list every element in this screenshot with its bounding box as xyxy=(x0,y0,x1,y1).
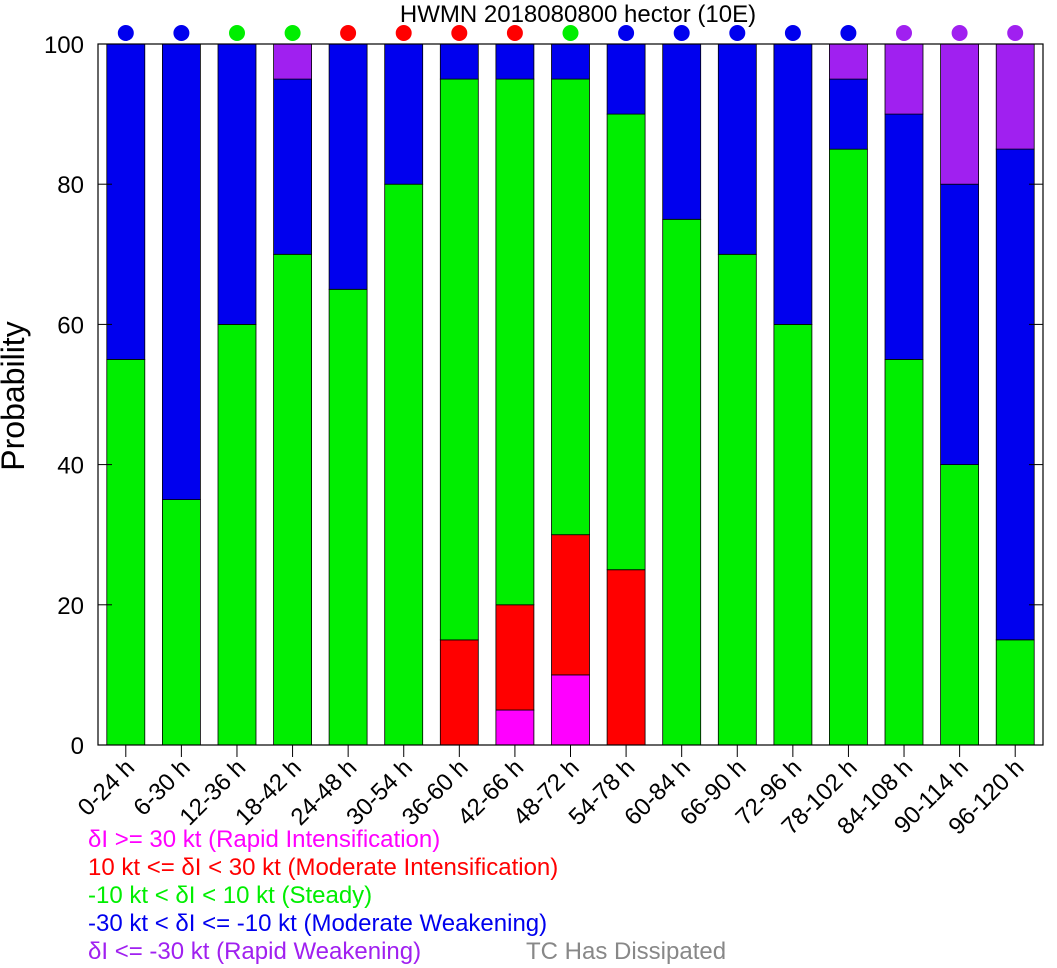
y-tick-label-40: 40 xyxy=(57,453,84,480)
bar-segment-st-2 xyxy=(217,323,257,746)
bar-segment-mw-12 xyxy=(773,43,813,325)
bar-segment-mw-16 xyxy=(995,148,1035,641)
category-dot-12 xyxy=(784,25,801,41)
category-dot-11 xyxy=(729,25,746,41)
bar-segment-mw-3 xyxy=(273,78,313,255)
bar-segment-st-14 xyxy=(884,358,924,746)
category-dot-15 xyxy=(951,25,968,41)
bar-segment-mw-14 xyxy=(884,113,924,360)
bar-segment-mw-11 xyxy=(717,43,757,255)
bar-segment-mw-4 xyxy=(328,43,368,290)
bar-segment-mw-6 xyxy=(439,43,479,80)
y-tick-label-0: 0 xyxy=(71,733,84,760)
x-tick-label-0: 0-24 h xyxy=(73,754,140,821)
bar-segment-mw-8 xyxy=(551,43,590,80)
legend-tc-dissipated: TC Has Dissipated xyxy=(526,938,727,965)
bar-segment-st-5 xyxy=(384,183,424,746)
bar-segment-st-3 xyxy=(273,253,313,746)
category-dot-5 xyxy=(395,25,412,41)
bar-segment-mi-8 xyxy=(551,534,590,676)
legend: δI >= 30 kt (Rapid Intensification) 10 k… xyxy=(88,826,558,966)
category-dot-2 xyxy=(229,25,245,41)
category-dot-1 xyxy=(173,25,190,41)
y-tick-label-60: 60 xyxy=(57,312,84,339)
axes-group xyxy=(97,43,1044,757)
bar-segment-st-16 xyxy=(995,639,1035,746)
bar-segment-st-0 xyxy=(106,358,146,746)
bar-segment-st-11 xyxy=(717,253,757,746)
category-dot-16 xyxy=(1007,25,1024,41)
bar-segment-mw-13 xyxy=(829,78,868,150)
bar-segment-ri-7 xyxy=(495,709,535,746)
category-dot-0 xyxy=(117,25,134,41)
bar-segment-mi-6 xyxy=(439,639,479,746)
bar-segment-mi-9 xyxy=(606,569,646,746)
y-tick-label-100: 100 xyxy=(44,32,84,59)
y-tick-labels: 0 20 40 60 80 100 xyxy=(44,32,84,760)
category-dot-8 xyxy=(562,25,579,41)
bar-segment-mw-15 xyxy=(940,183,979,465)
bar-segment-st-8 xyxy=(551,78,590,536)
bar-segment-st-6 xyxy=(439,78,479,641)
bar-segment-st-4 xyxy=(328,288,368,746)
bar-segment-rw-15 xyxy=(940,43,979,185)
bar-segment-st-12 xyxy=(773,323,813,746)
legend-rapid-weakening: δI <= -30 kt (Rapid Weakening) xyxy=(88,938,422,965)
category-dot-14 xyxy=(896,25,912,41)
bar-segment-mw-5 xyxy=(384,43,424,185)
bar-segment-rw-13 xyxy=(829,43,868,80)
bar-segment-mw-0 xyxy=(106,43,146,360)
bar-segment-st-7 xyxy=(495,78,535,606)
category-dot-13 xyxy=(840,25,857,41)
bar-segment-mw-1 xyxy=(161,43,201,501)
bar-segment-mw-9 xyxy=(606,43,646,115)
bar-segment-mw-10 xyxy=(662,43,702,220)
y-axis-label: Probability xyxy=(0,321,31,470)
y-tick-label-80: 80 xyxy=(57,172,84,199)
legend-moderate-weakening: -30 kt < δI <= -10 kt (Moderate Weakenin… xyxy=(88,910,548,937)
category-dot-4 xyxy=(340,25,357,41)
bar-segment-st-10 xyxy=(662,218,702,746)
bar-segment-mi-7 xyxy=(495,604,535,711)
category-dot-10 xyxy=(673,25,690,41)
bar-segment-st-9 xyxy=(606,113,646,571)
y-tick-label-20: 20 xyxy=(57,593,84,620)
bar-segment-st-13 xyxy=(829,148,868,746)
category-dots xyxy=(117,25,1024,41)
bar-segment-rw-16 xyxy=(995,43,1035,150)
legend-steady: -10 kt < δI < 10 kt (Steady) xyxy=(88,882,373,909)
category-dot-7 xyxy=(506,25,523,41)
bar-segment-ri-8 xyxy=(551,674,590,746)
bars-group xyxy=(106,43,1035,746)
category-dot-6 xyxy=(451,25,468,41)
category-dot-3 xyxy=(284,25,301,41)
plot-frame xyxy=(97,43,1044,746)
bar-segment-rw-14 xyxy=(884,43,924,115)
legend-rapid-intensification: δI >= 30 kt (Rapid Intensification) xyxy=(88,826,441,853)
bar-segment-rw-3 xyxy=(273,43,313,80)
bar-segment-mw-7 xyxy=(495,43,535,80)
bar-segment-st-1 xyxy=(161,499,201,746)
bar-segment-mw-2 xyxy=(217,43,257,325)
bar-segment-st-15 xyxy=(940,464,979,746)
chart-title: HWMN 2018080800 hector (10E) xyxy=(400,1,756,28)
category-dot-9 xyxy=(618,25,635,41)
legend-moderate-intensification: 10 kt <= δI < 30 kt (Moderate Intensific… xyxy=(88,854,559,881)
